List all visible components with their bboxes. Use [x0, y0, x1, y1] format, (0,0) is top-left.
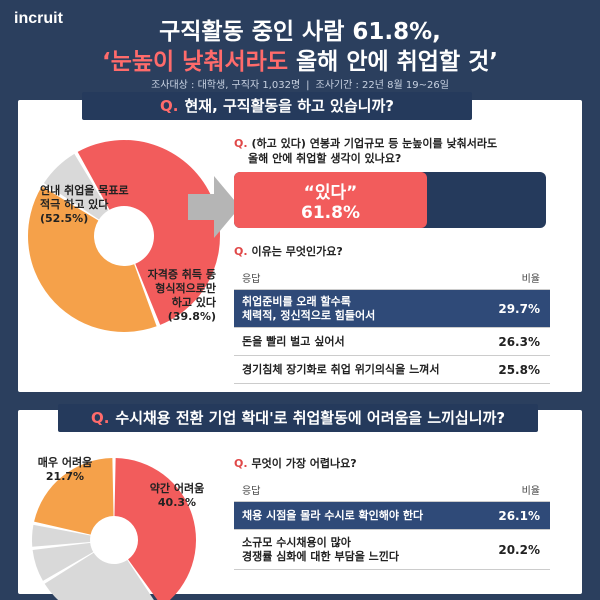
question-bar-2: Q. 수시채용 전환 기업 확대'로 취업활동에 어려움을 느끼십니까? — [58, 404, 538, 432]
pie-slice — [77, 140, 220, 325]
yes-label: “있다” — [303, 183, 358, 203]
pie2-label-very: 매우 어려움 21.7% — [37, 456, 93, 483]
pie-slice — [34, 458, 114, 535]
pie-slice — [114, 458, 196, 600]
survey-target: 조사대상 : 대학생, 구직자 1,032명 — [151, 80, 301, 91]
pie-slice — [32, 542, 94, 581]
sub-question-1: Q. (하고 있다) 연봉과 기업규모 등 눈높이를 낮춰서라도 올해 안에 취업할… — [234, 137, 498, 165]
pie-slice — [44, 552, 154, 600]
pie1-label-formal: 자격증 취득 등 형식적으로만 하고 있다 (39.8%) — [147, 268, 216, 323]
pie-slice — [43, 153, 109, 220]
headline-line2: ‘눈높이 낮춰서라도 올해 안에 취업할 것’ — [0, 42, 600, 76]
reason-table: 응답 비율 취업준비를 오래 할수록 체력적, 정신적으로 힘들어서 29.7% 돈을… — [234, 270, 550, 384]
yes-bar-fill — [234, 172, 427, 228]
question-bar-1: Q. 현재, 구직활동을 하고 있습니까? — [82, 92, 472, 120]
table-header: 응답 비율 — [234, 482, 550, 502]
pie-slice — [27, 186, 157, 332]
arrow-icon — [188, 176, 240, 238]
yes-bar-text: “있다” 61.8% — [234, 172, 427, 228]
table-row: 경기침체 장기화로 취업 위기의식을 느껴서 25.8% — [234, 356, 550, 384]
brand-logo: incruit — [14, 10, 63, 27]
survey-period: 조사기간 : 22년 8월 19~26일 — [315, 80, 449, 91]
question-text: 수시채용 전환 기업 확대'로 취업활동에 어려움을 느끼십니까? — [115, 409, 506, 427]
q-mark: Q. — [90, 409, 110, 427]
pie-chart-difficulty — [32, 458, 196, 600]
pie-chart-job-search — [27, 140, 220, 332]
separator: | — [306, 80, 310, 91]
table-row: 돈을 빨리 벌고 싶어서 26.3% — [234, 328, 550, 356]
table-row: 취업준비를 오래 할수록 체력적, 정신적으로 힘들어서 29.7% — [234, 290, 550, 328]
yes-value: 61.8% — [301, 203, 360, 223]
yes-bar: “있다” 61.8% — [234, 172, 546, 228]
question-text: 현재, 구직활동을 하고 있습니까? — [184, 97, 394, 115]
table-header: 응답 비율 — [234, 270, 550, 290]
pie-slice — [32, 524, 91, 547]
headline-rest: 올해 안에 취업할 것’ — [287, 49, 499, 75]
sub-question-2: Q. 무엇이 가장 어렵나요? — [234, 457, 357, 470]
table-row: 소규모 수시채용이 많아 경쟁률 심화에 대한 부담을 느낀다 20.2% — [234, 530, 550, 570]
pie1-label-active: 연내 취업을 목표로 적극 하고 있다 (52.5%) — [40, 184, 129, 225]
q-mark: Q. — [160, 97, 179, 115]
sub-question-reason: Q. 이유는 무엇인가요? — [234, 245, 343, 258]
pie2-label-some: 약간 어려움 40.3% — [149, 482, 205, 509]
survey-info: 조사대상 : 대학생, 구직자 1,032명 | 조사기간 : 22년 8월 19~… — [0, 76, 600, 91]
difficulty-table: 응답 비율 채용 시점을 몰라 수시로 확인해야 한다 26.1% 소규모 수시채용… — [234, 482, 550, 570]
headline-highlight: ‘눈높이 낮춰서라도 — [101, 49, 288, 75]
headline-line1: 구직활동 중인 사람 61.8%, — [159, 19, 441, 45]
table-row: 채용 시점을 몰라 수시로 확인해야 한다 26.1% — [234, 502, 550, 530]
